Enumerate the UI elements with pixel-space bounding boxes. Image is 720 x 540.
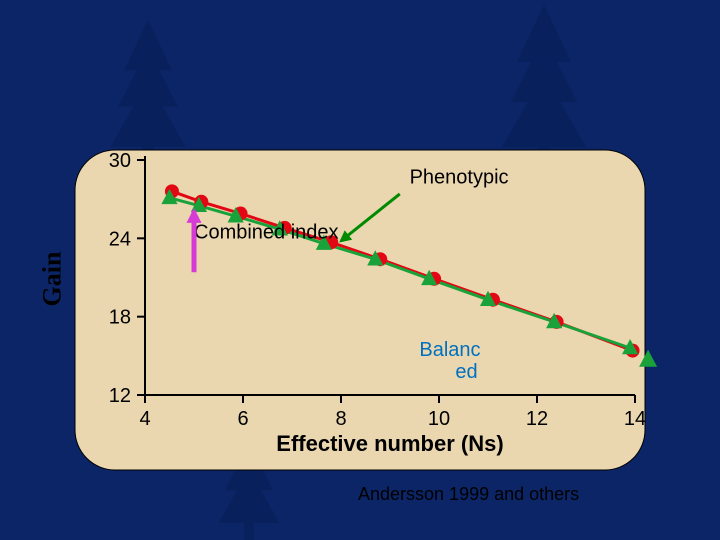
- ytick-label: 24: [109, 228, 131, 250]
- ytick-label: 30: [109, 150, 131, 172]
- label-phenotypic: Phenotypic: [410, 167, 509, 189]
- chart-svg: 12 18 24 30 4 6 8 10 12 14 Effective number (Ns) Ph…: [0, 0, 720, 540]
- label-combined: Combined index: [194, 221, 339, 243]
- xtick-label: 6: [237, 408, 248, 430]
- xtick-label: 12: [526, 408, 548, 430]
- xtick-label: 4: [139, 408, 150, 430]
- xtick-label: 14: [624, 408, 646, 430]
- citation-text: Andersson 1999 and others: [358, 484, 579, 504]
- label-balanced-2: ed: [455, 361, 477, 383]
- xtick-label: 10: [428, 408, 450, 430]
- ytick-label: 18: [109, 307, 131, 329]
- ytick-label: 12: [109, 385, 131, 407]
- xtick-label: 8: [335, 408, 346, 430]
- y-axis-label: Gain: [37, 251, 67, 306]
- chart-panel: [75, 150, 645, 470]
- x-axis-label: Effective number (Ns): [276, 431, 503, 456]
- label-balanced: Balanc: [419, 339, 480, 361]
